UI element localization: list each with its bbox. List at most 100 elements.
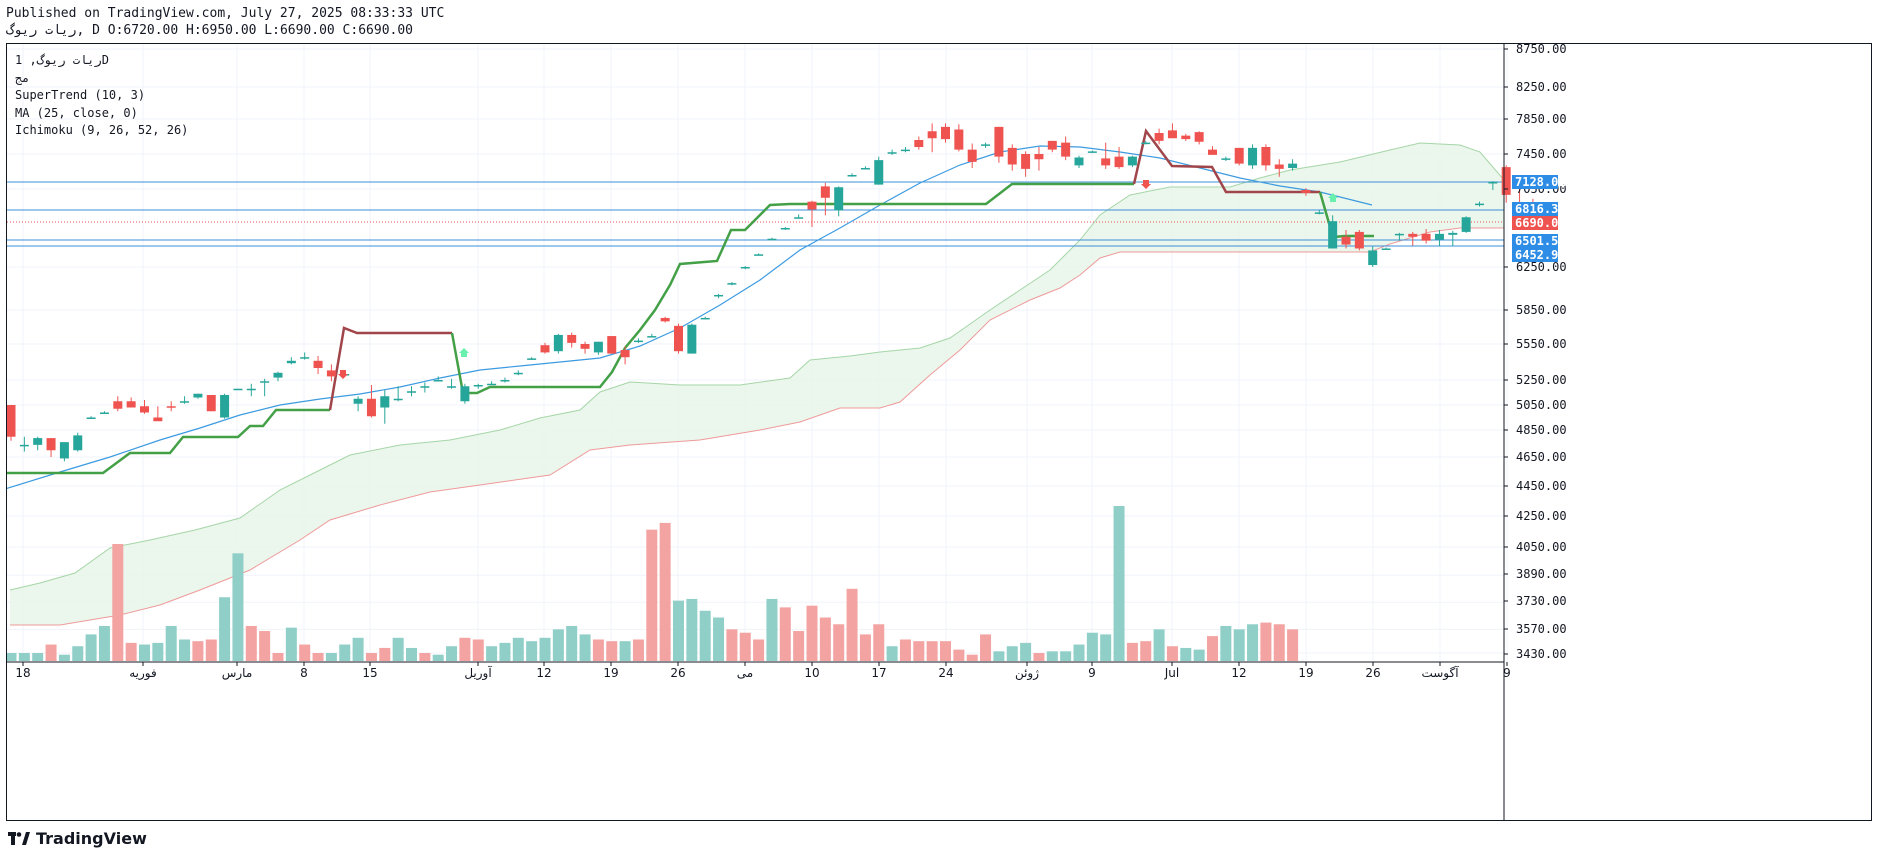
time-tick-label: 9 bbox=[1088, 666, 1096, 680]
candle bbox=[99, 411, 109, 414]
price-tick-label: 3570.00 bbox=[1516, 622, 1567, 636]
candle bbox=[7, 405, 16, 441]
legend-supertrend: SuperTrend (10, 3) bbox=[15, 88, 146, 102]
candle-body bbox=[633, 340, 643, 343]
candle bbox=[353, 396, 363, 412]
volume-bar bbox=[112, 544, 124, 661]
volume-bar bbox=[833, 624, 845, 661]
candle bbox=[553, 333, 563, 354]
price-chart: 8750.008250.007850.007450.007050.006250.… bbox=[7, 44, 1567, 820]
candle-body bbox=[1061, 142, 1071, 157]
volume-bar bbox=[1153, 629, 1165, 661]
candle-body bbox=[513, 372, 523, 375]
candle-body bbox=[380, 396, 390, 408]
badge-bg bbox=[1512, 234, 1558, 248]
candle-body bbox=[366, 398, 376, 417]
candle-body bbox=[1074, 157, 1084, 166]
time-tick-label: 15 bbox=[362, 666, 377, 680]
candle-body bbox=[1488, 182, 1498, 184]
candle-body bbox=[59, 442, 69, 459]
volume-bar bbox=[259, 631, 271, 661]
candle-body bbox=[140, 406, 149, 413]
time-tick-label: 24 bbox=[938, 666, 953, 680]
candle-body bbox=[900, 149, 910, 152]
volume-bar bbox=[205, 639, 217, 661]
volume-bar bbox=[339, 644, 351, 661]
candle-body bbox=[460, 386, 470, 402]
volume-bar bbox=[232, 553, 244, 661]
candle bbox=[433, 376, 443, 382]
volume-bar bbox=[245, 625, 257, 661]
candle bbox=[19, 436, 29, 452]
candle bbox=[754, 253, 764, 256]
candle bbox=[206, 395, 216, 412]
candle bbox=[1221, 156, 1231, 161]
volume-bar bbox=[793, 631, 805, 661]
price-tick-label: 6250.00 bbox=[1516, 260, 1567, 274]
time-tick-label: 19 bbox=[603, 666, 618, 680]
candle-body bbox=[567, 334, 577, 343]
candle-body bbox=[1328, 221, 1338, 249]
candle bbox=[1074, 155, 1084, 168]
candle bbox=[300, 352, 310, 360]
price-tick-label: 5250.00 bbox=[1516, 373, 1567, 387]
candle-body bbox=[740, 267, 750, 269]
candle bbox=[73, 432, 83, 452]
candle-body bbox=[927, 131, 937, 139]
volume-bar bbox=[219, 597, 231, 661]
candle-body bbox=[500, 380, 510, 382]
volume-bar bbox=[673, 600, 684, 661]
price-tick-label: 3430.00 bbox=[1516, 647, 1567, 661]
candle bbox=[807, 200, 817, 228]
candle-body bbox=[527, 358, 537, 360]
candle bbox=[1248, 144, 1258, 169]
candle bbox=[633, 338, 643, 343]
candle bbox=[1448, 230, 1458, 247]
candle-body bbox=[700, 317, 710, 320]
volume-bar bbox=[846, 588, 858, 661]
badge-bg bbox=[1512, 216, 1558, 230]
candle bbox=[1394, 232, 1404, 241]
volume-bar bbox=[886, 646, 898, 661]
candle bbox=[380, 390, 390, 424]
candle-body bbox=[620, 350, 630, 358]
volume-bar bbox=[646, 529, 658, 661]
tradingview-brand[interactable]: TradingView bbox=[8, 829, 147, 848]
candle bbox=[1047, 140, 1057, 153]
candle-body bbox=[1461, 217, 1471, 232]
volume-bar bbox=[699, 610, 711, 661]
time-tick-label: ژوئن bbox=[1015, 666, 1039, 681]
chart-frame[interactable]: 8750.008250.007850.007450.007050.006250.… bbox=[6, 43, 1872, 821]
candle bbox=[1288, 159, 1298, 171]
candle-body bbox=[19, 444, 29, 447]
candle bbox=[126, 397, 136, 408]
candle-body bbox=[754, 254, 764, 256]
supertrend-signals bbox=[338, 180, 1338, 379]
candle-body bbox=[1127, 156, 1137, 166]
candle bbox=[1234, 147, 1244, 166]
candle-body bbox=[447, 386, 457, 388]
time-tick-label: آوریل bbox=[464, 665, 492, 681]
candle bbox=[273, 371, 283, 382]
candle-body bbox=[1181, 135, 1191, 140]
volume-bar bbox=[1247, 624, 1259, 661]
candle-body bbox=[260, 381, 270, 383]
candle-body bbox=[1408, 233, 1418, 237]
badge-label: 6452.99 bbox=[1515, 248, 1566, 262]
candle bbox=[887, 149, 897, 155]
candle bbox=[767, 237, 777, 241]
candle bbox=[180, 396, 190, 404]
candle bbox=[954, 124, 964, 152]
volume-bar bbox=[926, 641, 938, 661]
candle bbox=[1034, 147, 1044, 171]
ma-line bbox=[7, 145, 1373, 490]
candle bbox=[834, 186, 844, 217]
candle bbox=[1127, 155, 1137, 168]
candle bbox=[567, 332, 577, 348]
candle bbox=[487, 381, 497, 386]
volume-bar bbox=[1113, 506, 1125, 661]
badge-bg bbox=[1512, 248, 1558, 262]
candle-body bbox=[981, 144, 991, 146]
candle bbox=[1341, 229, 1351, 249]
candle bbox=[1354, 229, 1364, 251]
